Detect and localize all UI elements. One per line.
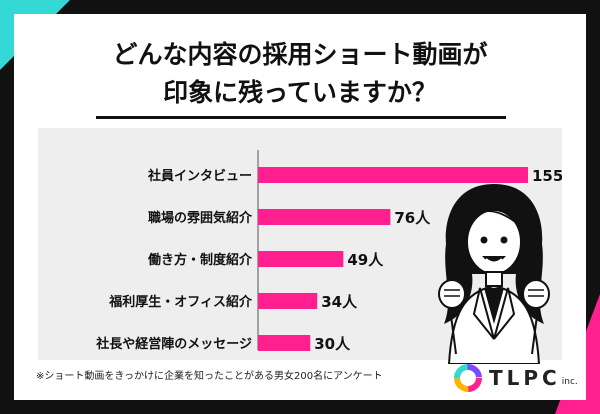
value-label: 30人 xyxy=(314,335,351,353)
bar xyxy=(258,209,391,225)
category-label: 社員インタビュー xyxy=(147,168,252,184)
tlpc-logo-ring-icon xyxy=(454,364,482,392)
value-label: 34人 xyxy=(321,293,358,311)
bar xyxy=(258,251,344,267)
survey-footnote: ※ショート動画をきっかけに企業を知ったことがある男女200名にアンケート xyxy=(36,371,383,382)
value-label: 76人 xyxy=(394,209,431,227)
company-logo: TLPC inc. xyxy=(453,362,578,394)
value-label: 155人 xyxy=(532,167,562,185)
chart-title: どんな内容の採用ショート動画が 印象に残っていますか？ xyxy=(14,36,586,112)
title-underline xyxy=(96,116,506,119)
logo-suffix: inc. xyxy=(561,377,578,387)
category-label: 働き方・制度紹介 xyxy=(147,252,253,268)
infographic-card: どんな内容の採用ショート動画が 印象に残っていますか？ 社員インタビュー 155人… xyxy=(14,14,586,400)
category-label: 福利厚生・オフィス紹介 xyxy=(108,294,253,310)
category-label: 職場の雰囲気紹介 xyxy=(148,210,253,226)
bar xyxy=(258,335,311,351)
smiling-woman-illustration xyxy=(438,184,550,364)
category-label: 社長や経営陣のメッセージ xyxy=(95,336,252,352)
value-label: 49人 xyxy=(347,251,384,269)
logo-text: TLPC xyxy=(489,366,561,390)
chart-title-line2: 印象に残っていますか？ xyxy=(163,78,437,107)
bar xyxy=(258,167,528,183)
bar xyxy=(258,293,318,309)
chart-title-line1: どんな内容の採用ショート動画が xyxy=(112,40,488,69)
